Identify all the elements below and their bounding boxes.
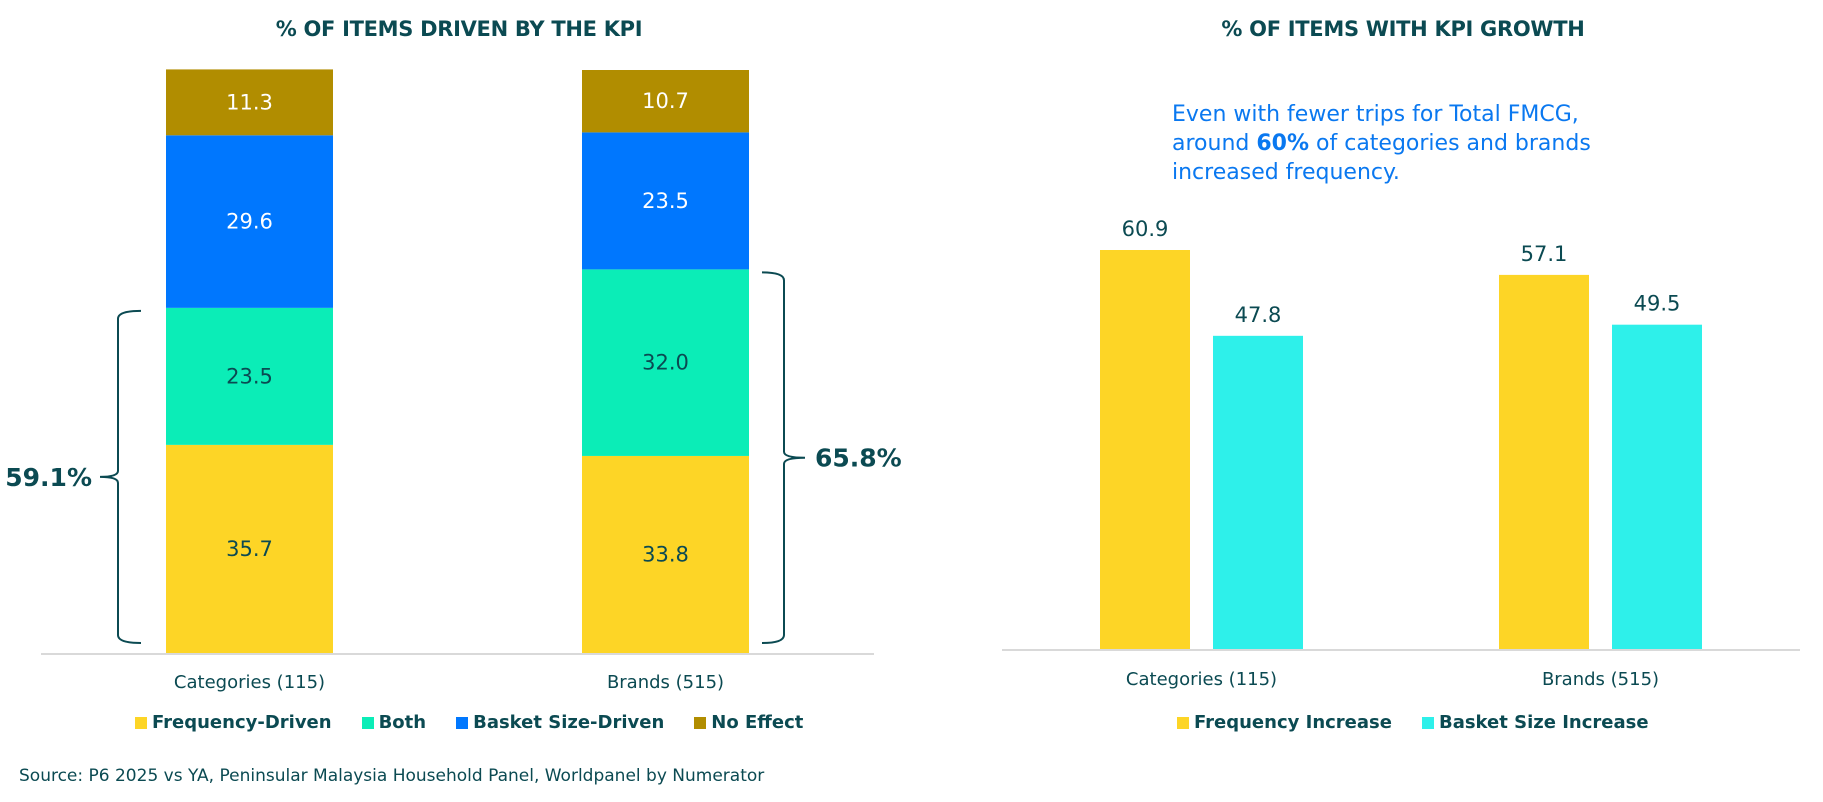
legend-item-frequency-driven: Frequency-Driven xyxy=(135,712,332,733)
bar-basket-size-increase-categories-115 xyxy=(1213,335,1303,649)
x-tick-label: Brands (515) xyxy=(607,672,724,693)
bar-segment-no-effect-brands-515 xyxy=(582,70,749,133)
right-legend: Frequency Increase Basket Size Increase xyxy=(1177,712,1649,733)
insight-highlight: 60% xyxy=(1256,131,1310,156)
insight-line-2-pre: around xyxy=(1172,131,1257,156)
legend-swatch-no-effect xyxy=(694,716,707,729)
bar-frequency-increase-categories-115 xyxy=(1100,250,1190,649)
legend-label: No Effect xyxy=(711,712,804,733)
bar-segment-both-categories-115 xyxy=(166,307,333,445)
right-chart-title: % OF ITEMS WITH KPI GROWTH xyxy=(1221,17,1585,41)
legend-swatch-frequency-increase xyxy=(1177,716,1189,729)
data-label-both: 32.0 xyxy=(642,351,689,375)
insight-line-2-post: of categories and brands xyxy=(1309,131,1591,156)
legend-item-basket-size-driven: Basket Size-Driven xyxy=(456,712,664,733)
source-note: Source: P6 2025 vs YA, Peninsular Malays… xyxy=(19,766,765,786)
data-label-basket-size-driven: 23.5 xyxy=(642,189,689,213)
legend-item-both: Both xyxy=(361,712,427,733)
data-label-frequency-driven: 33.8 xyxy=(642,542,689,566)
left-chart-title: % OF ITEMS DRIVEN BY THE KPI xyxy=(275,17,643,41)
legend-item-no-effect: No Effect xyxy=(694,712,803,733)
bracket-left xyxy=(99,309,142,644)
bar-frequency-increase-brands-515 xyxy=(1499,274,1589,649)
legend-label: Both xyxy=(378,712,427,733)
legend-label: Frequency Increase xyxy=(1194,712,1392,733)
data-label-no-effect: 10.7 xyxy=(642,89,689,113)
data-label-frequency-driven: 35.7 xyxy=(226,537,273,561)
legend-label: Basket Size Increase xyxy=(1438,712,1649,733)
data-label-frequency-increase: 57.1 xyxy=(1521,242,1568,266)
x-tick-label: Brands (515) xyxy=(1542,669,1659,690)
bar-segment-basket-size-driven-brands-515 xyxy=(582,132,749,270)
insight-annotation: Even with fewer trips for Total FMCG, ar… xyxy=(1172,100,1642,187)
x-tick-label: Categories (115) xyxy=(174,672,325,693)
legend-item-basket-size-increase: Basket Size Increase xyxy=(1421,712,1649,733)
insight-line-1: Even with fewer trips for Total FMCG, xyxy=(1172,102,1579,127)
insight-line-3: increased frequency. xyxy=(1172,160,1400,185)
data-label-no-effect: 11.3 xyxy=(226,90,273,114)
data-label-frequency-increase: 60.9 xyxy=(1122,217,1169,241)
legend-swatch-both xyxy=(361,716,374,729)
bar-segment-basket-size-driven-categories-115 xyxy=(166,135,333,308)
legend-swatch-frequency-driven xyxy=(135,716,147,729)
bracket-total-label: 65.8% xyxy=(815,444,902,473)
legend-item-frequency-increase: Frequency Increase xyxy=(1177,712,1392,733)
bar-basket-size-increase-brands-515 xyxy=(1612,324,1702,649)
bracket-right xyxy=(761,271,806,644)
legend-swatch-basket-size-increase xyxy=(1421,716,1434,729)
data-label-basket-size-increase: 49.5 xyxy=(1634,292,1681,316)
legend-label: Frequency-Driven xyxy=(152,712,332,733)
bracket-total-label: 59.1% xyxy=(5,463,92,492)
data-label-basket-size-increase: 47.8 xyxy=(1235,303,1282,327)
legend-swatch-basket-size-driven xyxy=(456,716,469,729)
left-legend: Frequency-Driven Both Basket Size-Driven… xyxy=(135,712,803,733)
bar-segment-frequency-driven-brands-515 xyxy=(582,455,749,653)
bar-segment-frequency-driven-categories-115 xyxy=(166,444,333,653)
data-label-basket-size-driven: 29.6 xyxy=(226,210,273,234)
insight-line-2: around 60% of categories and brands xyxy=(1172,129,1642,158)
data-label-both: 23.5 xyxy=(226,364,273,388)
x-tick-label: Categories (115) xyxy=(1126,669,1277,690)
bar-segment-no-effect-categories-115 xyxy=(166,69,333,136)
bar-segment-both-brands-515 xyxy=(582,269,749,456)
legend-label: Basket Size-Driven xyxy=(473,712,665,733)
